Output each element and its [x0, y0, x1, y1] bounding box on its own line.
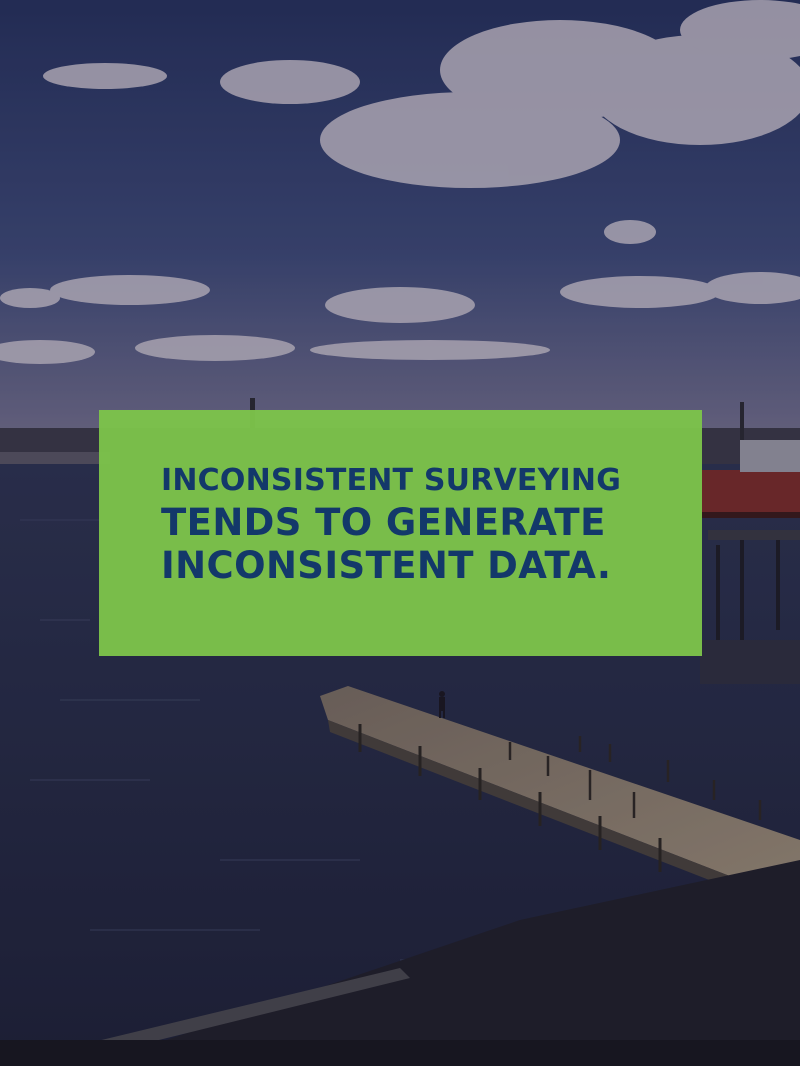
foreground-quay — [0, 860, 800, 1066]
quay-structure — [708, 530, 800, 640]
caption-line-3: INCONSISTENT DATA. — [161, 544, 612, 587]
clouds — [0, 0, 800, 364]
foreground-curb — [60, 968, 410, 1062]
pier-pilings — [358, 724, 662, 872]
caption-text: INCONSISTENT SURVEYING TENDS TO GENERATE… — [161, 463, 661, 587]
pier-side — [328, 720, 740, 892]
caption-line-1: INCONSISTENT SURVEYING — [161, 463, 622, 498]
pier-deck — [320, 686, 800, 880]
caption-box: INCONSISTENT SURVEYING TENDS TO GENERATE… — [99, 410, 702, 656]
foreground-strip — [0, 1040, 800, 1066]
quay-deck — [700, 640, 800, 684]
pier-railing-posts — [508, 736, 762, 820]
water-ripples — [20, 519, 520, 961]
person-on-pier — [439, 691, 445, 718]
moored-ship — [702, 440, 800, 518]
caption-line-2: TENDS TO GENERATE — [161, 501, 606, 544]
